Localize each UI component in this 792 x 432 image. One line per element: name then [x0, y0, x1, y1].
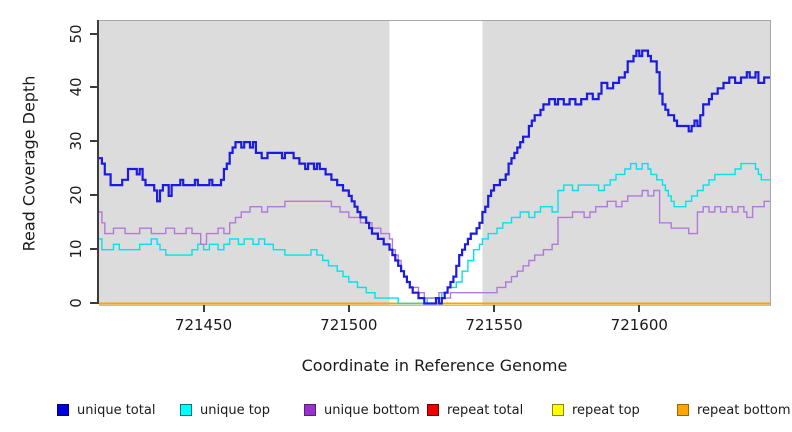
x-tick-label: 721600 — [610, 316, 668, 334]
y-axis-line — [97, 20, 99, 304]
x-axis-title: Coordinate in Reference Genome — [301, 356, 568, 375]
legend-item-repeat-bottom: repeat bottom — [677, 398, 791, 422]
series-line-unique-top — [99, 162, 770, 305]
x-tick-label: 721550 — [465, 316, 523, 334]
x-tick — [347, 305, 350, 312]
coverage-plot-svg — [99, 21, 770, 305]
x-tick — [202, 305, 205, 312]
legend-item-repeat-total: repeat total — [427, 398, 523, 422]
x-tick-label: 721500 — [320, 316, 378, 334]
series-line-unique-bottom — [99, 189, 770, 299]
y-tick — [90, 32, 97, 35]
legend-label: repeat top — [572, 402, 640, 418]
legend-swatch-icon — [552, 404, 564, 416]
legend-swatch-icon — [427, 404, 439, 416]
y-tick-label: 0 — [67, 297, 85, 308]
legend-label: repeat total — [447, 402, 524, 418]
legend-swatch-icon — [304, 404, 316, 416]
legend: unique total unique top unique bottom repea… — [0, 398, 792, 424]
legend-swatch-icon — [677, 404, 689, 416]
y-tick — [90, 140, 97, 143]
x-tick-label: 721450 — [174, 316, 233, 334]
y-axis-title: Read Coverage Depth — [19, 75, 39, 252]
legend-label: unique total — [77, 402, 156, 418]
y-tick — [90, 86, 97, 89]
legend-item-repeat-top: repeat top — [552, 398, 640, 422]
legend-swatch-icon — [180, 404, 192, 416]
highlight-band — [389, 21, 483, 305]
legend-label: unique top — [200, 402, 271, 418]
y-tick-label: 10 — [67, 239, 85, 259]
y-tick — [90, 193, 97, 196]
legend-swatch-icon — [57, 404, 69, 416]
plot-panel — [99, 20, 771, 306]
y-tick-label: 40 — [67, 77, 85, 97]
x-tick — [638, 305, 641, 312]
series-line-unique-total — [99, 49, 770, 305]
y-tick-label: 50 — [67, 23, 85, 44]
x-tick — [493, 305, 496, 312]
legend-label: unique bottom — [324, 402, 420, 418]
legend-item-unique-top: unique top — [180, 398, 270, 422]
legend-item-unique-bottom: unique bottom — [304, 398, 420, 422]
legend-label: repeat bottom — [697, 402, 791, 418]
y-tick — [90, 301, 97, 304]
y-tick-label: 30 — [67, 131, 85, 151]
y-tick — [90, 247, 97, 250]
legend-item-unique-total: unique total — [57, 398, 155, 422]
y-tick-label: 20 — [67, 185, 85, 205]
